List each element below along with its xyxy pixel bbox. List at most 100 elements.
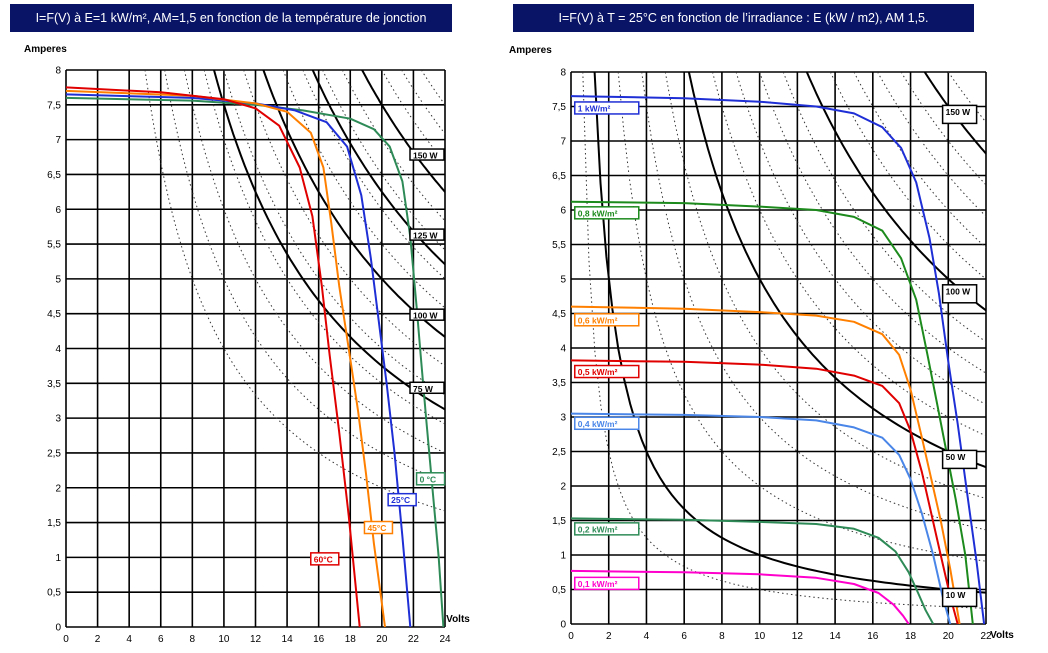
dotted-power-curve	[712, 72, 986, 437]
x-tick-label: 12	[250, 634, 262, 645]
series-label: 25°C	[391, 495, 410, 505]
x-tick-label: 8	[190, 634, 196, 645]
dotted-power-curve	[164, 70, 445, 483]
y-tick-label: 1	[55, 553, 61, 564]
x-tick-label: 8	[719, 631, 725, 642]
grid	[570, 71, 987, 625]
x-tick-label: 6	[681, 631, 687, 642]
series-line	[571, 569, 910, 624]
y-tick-label: 4,5	[47, 309, 61, 320]
series-label-box	[574, 206, 640, 220]
y-tick-label: 3,5	[47, 379, 61, 390]
series-line	[571, 412, 952, 624]
series-label: 0 °C	[420, 474, 437, 484]
series-line	[571, 517, 935, 624]
left-chart: 0 2 4 6 8 10 12 14 16 18 20 22 2400,511,522,533,544,…	[24, 44, 470, 645]
x-tick-label: 4	[644, 631, 650, 642]
series-label: 45°C	[367, 523, 386, 533]
series-label: 60°C	[314, 554, 333, 564]
series-label-box	[574, 522, 640, 536]
power-label: 50 W	[946, 452, 967, 462]
series-label: 0,4 kW/m²	[578, 419, 618, 429]
dotted-power-curve	[341, 70, 445, 222]
x-tick-label: 22	[408, 634, 420, 645]
y-tick-label: 4,5	[552, 309, 566, 320]
y-tick-label: 7,5	[47, 100, 61, 111]
series-label: 0,8 kW/m²	[578, 208, 618, 218]
series-line	[571, 305, 961, 624]
y-tick-label: 0,5	[552, 585, 566, 596]
dotted-power-curve	[420, 70, 445, 106]
y-tick-label: 6	[560, 206, 566, 217]
y-tick-label: 4	[55, 344, 61, 355]
power-curve	[311, 70, 445, 266]
power-curve	[262, 70, 445, 339]
y-axis-label: Amperes	[24, 44, 67, 55]
series-label: 1 kW/m²	[578, 103, 611, 113]
power-label-box	[941, 284, 978, 304]
dotted-power-curve	[302, 70, 445, 280]
series-label: 0,5 kW/m²	[578, 367, 618, 377]
series-label-box	[363, 520, 394, 535]
x-tick-label: 6	[158, 634, 164, 645]
y-tick-label: 8	[560, 68, 566, 79]
y-tick-label: 6,5	[552, 171, 566, 182]
dotted-power-curve	[900, 72, 986, 186]
dotted-power-curve	[664, 72, 986, 500]
dotted-power-curve	[381, 70, 445, 164]
x-tick-label: 18	[905, 631, 917, 642]
dotted-power-curve	[401, 70, 445, 135]
series-label-box	[574, 364, 640, 379]
x-axis-label: Volts	[446, 614, 470, 625]
x-tick-label: 2	[95, 634, 101, 645]
y-tick-label: 4	[560, 344, 566, 355]
y-tick-label: 1,5	[47, 518, 61, 529]
series-line	[571, 95, 986, 624]
power-label: 125 W	[413, 231, 439, 241]
y-axis-label: Amperes	[509, 45, 552, 56]
series-label-box	[574, 576, 640, 591]
left-chart-title: I=F(V) à E=1 kW/m², AM=1,5 en fonction d…	[10, 4, 452, 32]
series-label: 0,2 kW/m²	[578, 524, 618, 534]
right-chart-title: I=F(V) à T = 25°C en fonction de l’irrad…	[513, 4, 974, 32]
dotted-power-curve	[183, 70, 445, 454]
x-tick-label: 16	[867, 631, 879, 642]
power-label: 75 W	[413, 384, 434, 394]
y-tick-label: 5	[55, 274, 61, 285]
series-label-box	[415, 472, 446, 486]
dotted-power-curve	[877, 72, 986, 218]
right-chart: 0 2 4 6 8 10 12 14 16 18 20 22 0 0,5 1 1,5 2 2,5 3 3,5 4 4,5 5…	[509, 45, 1014, 642]
y-tick-label: 3,5	[552, 378, 566, 389]
y-tick-label: 5	[560, 275, 566, 286]
dotted-power-curve	[203, 70, 445, 425]
x-tick-label: 22	[980, 631, 992, 642]
x-tick-label: 10	[218, 634, 230, 645]
y-tick-label: 0	[55, 623, 61, 634]
x-tick-label: 20	[376, 634, 388, 645]
x-tick-label: 2	[606, 631, 612, 642]
y-tick-label: 2	[55, 483, 61, 494]
y-tick-label: 1,5	[552, 516, 566, 527]
x-tick-label: 12	[792, 631, 804, 642]
x-tick-label: 18	[345, 634, 357, 645]
dotted-power-curve	[617, 72, 986, 562]
plot-area	[66, 70, 445, 627]
x-tick-label: 14	[282, 634, 294, 645]
power-curve	[213, 70, 445, 411]
x-tick-label: 0	[63, 634, 69, 645]
y-tick-label: 8	[55, 66, 61, 77]
y-tick-label: 7	[55, 135, 61, 146]
dotted-power-curve	[322, 70, 445, 251]
series-line	[66, 89, 386, 627]
y-tick-label: 7,5	[552, 102, 566, 113]
power-label: 10 W	[946, 590, 967, 600]
dotted-power-curve	[144, 70, 445, 512]
y-tick-label: 2,5	[47, 448, 61, 459]
dotted-power-curve	[829, 72, 986, 280]
y-tick-label: 1	[560, 551, 566, 562]
dotted-power-curve	[759, 72, 986, 374]
series-label-box	[310, 552, 340, 566]
x-tick-label: 10	[754, 631, 766, 642]
y-tick-label: 6	[55, 205, 61, 216]
